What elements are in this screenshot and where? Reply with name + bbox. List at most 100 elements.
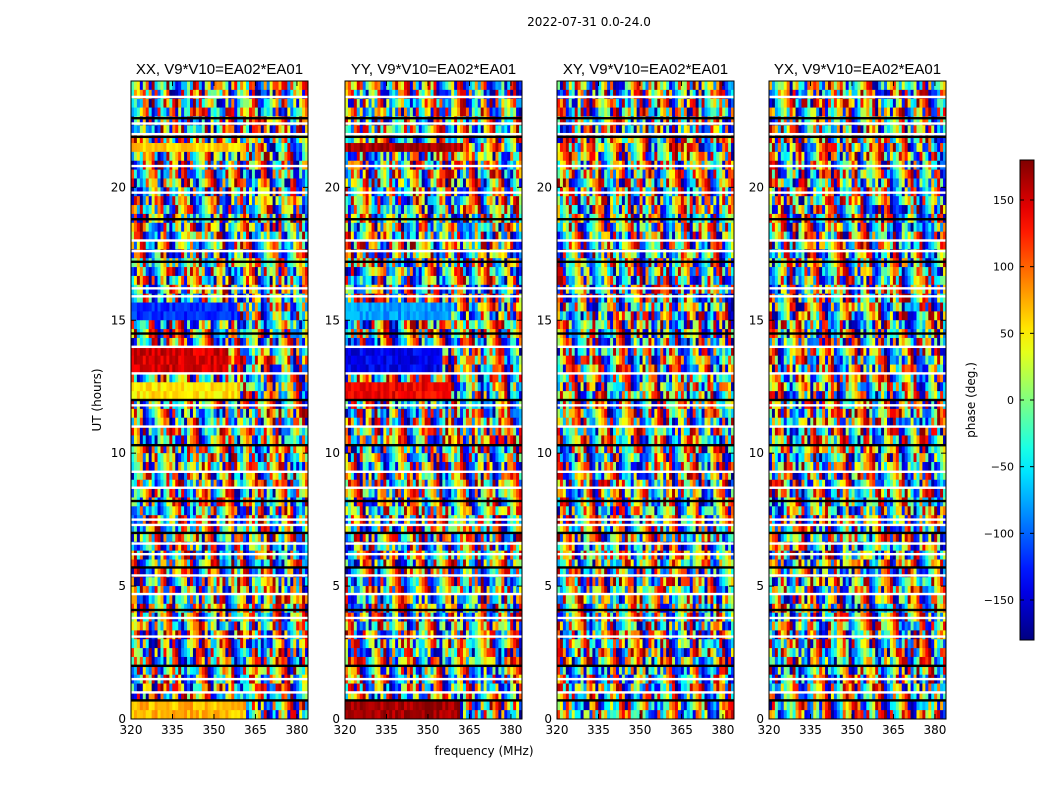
heatmap-cell [263, 417, 268, 427]
heatmap-cell [178, 222, 182, 233]
heatmap-cell [148, 143, 153, 153]
heatmap-cell [246, 373, 250, 383]
heatmap-cell [454, 151, 458, 162]
heatmap-cell [133, 594, 138, 605]
heatmap-cell [160, 346, 164, 357]
heatmap-cell [404, 89, 408, 100]
flagged-row [131, 260, 308, 263]
heatmap-cell [228, 639, 232, 649]
heatmap-cell [371, 81, 375, 91]
heatmap-cell [166, 639, 170, 649]
heatmap-cell [243, 337, 247, 348]
heatmap-cell [213, 98, 217, 108]
heatmap-cell [213, 320, 217, 330]
heatmap-cell [305, 98, 308, 108]
heatmap-cell [154, 453, 158, 463]
heatmap-cell [181, 169, 185, 179]
heatmap-cell [293, 541, 297, 552]
heatmap-cell [278, 435, 282, 445]
heatmap-cell [154, 479, 158, 490]
heatmap-cell [190, 710, 194, 719]
heatmap-cell [293, 81, 297, 91]
heatmap-cell [178, 275, 182, 286]
heatmap-cell [231, 470, 235, 481]
heatmap-cell [172, 639, 176, 649]
heatmap-cell [148, 364, 153, 374]
heatmap-cell [213, 408, 217, 419]
heatmap-cell [181, 701, 185, 711]
heatmap-cell [365, 116, 369, 126]
heatmap-cell [281, 267, 285, 277]
heatmap-cell [142, 311, 147, 321]
heatmap-cell [284, 417, 288, 427]
heatmap-cell [290, 222, 294, 233]
heatmap-cell [148, 701, 153, 711]
heatmap-cell [222, 382, 226, 392]
heatmap-cell [474, 81, 479, 91]
heatmap-cell [195, 143, 200, 153]
heatmap-cell [272, 701, 276, 711]
heatmap-cell [201, 196, 206, 206]
heatmap-cell [365, 125, 369, 135]
heatmap-cell [359, 98, 364, 108]
heatmap-cell [237, 89, 241, 100]
heatmap-cell [246, 337, 250, 348]
heatmap-cell [345, 134, 349, 144]
heatmap-cell [213, 249, 217, 259]
heatmap-cell [192, 337, 197, 348]
heatmap-cell [201, 249, 206, 259]
heatmap-cell [169, 621, 173, 631]
heatmap-cell [219, 524, 223, 534]
flagged-row [131, 664, 308, 668]
heatmap-cell [201, 125, 206, 135]
heatmap-cell [133, 107, 138, 117]
heatmap-cell [260, 568, 265, 578]
heatmap-cell [192, 532, 197, 543]
heatmap-cell [266, 541, 271, 552]
heatmap-cell [190, 648, 194, 658]
heatmap-cell [139, 178, 144, 188]
heatmap-cell [195, 408, 200, 419]
heatmap-cell [151, 630, 155, 640]
heatmap-cell [195, 577, 200, 587]
heatmap-cell [219, 293, 223, 303]
heatmap-cell [284, 196, 288, 206]
heatmap-cell [266, 444, 271, 454]
heatmap-cell [246, 488, 250, 498]
heatmap-cell [181, 462, 185, 472]
flagged-row [131, 616, 308, 620]
heatmap-cell [240, 621, 244, 631]
heatmap-cell [287, 196, 291, 206]
heatmap-cell [210, 417, 214, 427]
heatmap-cell [181, 311, 185, 321]
heatmap-cell [305, 222, 308, 233]
heatmap-cell [254, 559, 259, 569]
heatmap-cell [201, 240, 206, 250]
heatmap-cell [181, 665, 185, 676]
heatmap-cell [240, 107, 244, 117]
heatmap-cell [198, 435, 203, 445]
heatmap-cell [347, 143, 352, 153]
heatmap-cell [139, 648, 144, 658]
heatmap-cell [201, 665, 206, 676]
heatmap-cell [222, 426, 226, 436]
heatmap-cell [222, 586, 226, 596]
heatmap-cell [145, 435, 150, 445]
heatmap-cell [151, 337, 155, 348]
heatmap-cell [305, 205, 308, 215]
heatmap-cell [210, 373, 214, 383]
heatmap-cell [278, 479, 282, 490]
heatmap-cell [237, 196, 241, 206]
heatmap-cell [210, 143, 214, 153]
heatmap-cell [142, 355, 147, 365]
heatmap-cell [302, 479, 306, 490]
heatmap-cell [353, 151, 358, 162]
heatmap-cell [257, 541, 262, 552]
heatmap-cell [240, 382, 244, 392]
heatmap-cell [169, 506, 173, 516]
heatmap-cell [305, 453, 308, 463]
heatmap-cell [263, 630, 268, 640]
heatmap-cell [302, 302, 306, 312]
heatmap-cell [139, 408, 144, 419]
heatmap-cell [160, 648, 164, 658]
